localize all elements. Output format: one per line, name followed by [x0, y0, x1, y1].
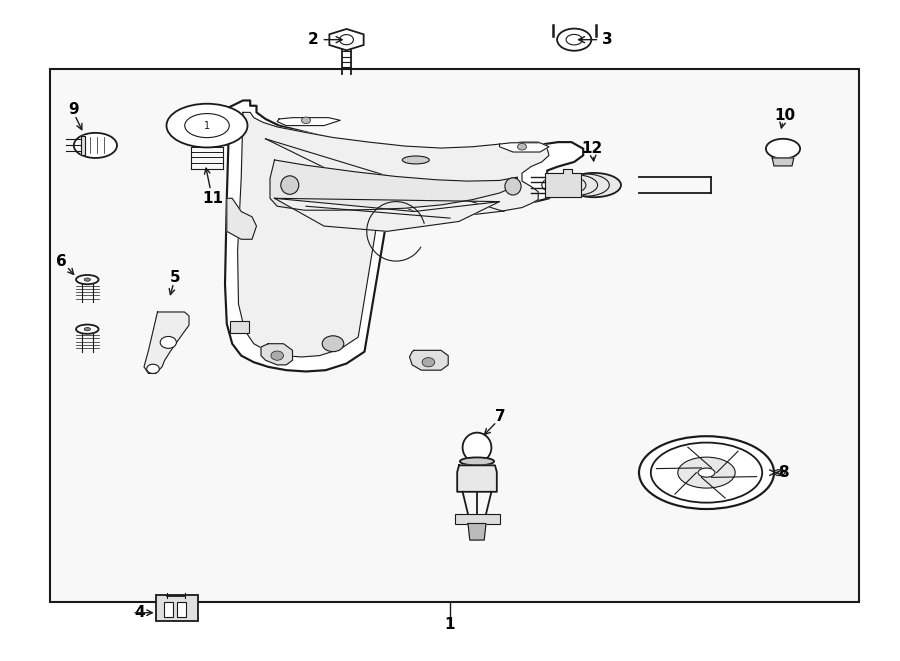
- Text: 2: 2: [308, 32, 342, 47]
- Ellipse shape: [166, 104, 248, 147]
- Polygon shape: [500, 143, 549, 152]
- FancyBboxPatch shape: [164, 602, 173, 617]
- Polygon shape: [277, 118, 340, 126]
- Bar: [50, 69, 859, 602]
- Polygon shape: [227, 198, 256, 239]
- Text: 5: 5: [170, 270, 181, 285]
- Polygon shape: [772, 158, 794, 166]
- Ellipse shape: [460, 457, 494, 465]
- Ellipse shape: [557, 28, 591, 51]
- Ellipse shape: [678, 457, 735, 488]
- Circle shape: [322, 336, 344, 352]
- Ellipse shape: [76, 275, 99, 284]
- Ellipse shape: [567, 173, 621, 197]
- Polygon shape: [261, 344, 292, 365]
- Ellipse shape: [639, 436, 774, 509]
- Polygon shape: [81, 136, 85, 155]
- Circle shape: [271, 351, 284, 360]
- Circle shape: [147, 364, 159, 373]
- Text: 12: 12: [581, 141, 603, 156]
- Polygon shape: [457, 465, 497, 492]
- Ellipse shape: [463, 432, 491, 463]
- Ellipse shape: [281, 176, 299, 194]
- Polygon shape: [238, 112, 549, 357]
- Text: 11: 11: [202, 191, 223, 206]
- Text: 7: 7: [495, 409, 506, 424]
- Text: 9: 9: [68, 102, 79, 116]
- Ellipse shape: [402, 156, 429, 164]
- Circle shape: [302, 117, 310, 124]
- FancyBboxPatch shape: [177, 602, 186, 617]
- Polygon shape: [274, 198, 500, 231]
- Ellipse shape: [74, 133, 117, 158]
- Ellipse shape: [76, 325, 99, 334]
- Polygon shape: [144, 312, 189, 373]
- Polygon shape: [225, 100, 583, 371]
- Ellipse shape: [84, 278, 90, 282]
- FancyBboxPatch shape: [156, 595, 198, 621]
- Text: 1: 1: [445, 617, 455, 632]
- Circle shape: [518, 143, 526, 150]
- Text: 8: 8: [778, 465, 788, 480]
- Ellipse shape: [505, 178, 521, 195]
- Text: 10: 10: [774, 108, 796, 123]
- Ellipse shape: [766, 139, 800, 159]
- Polygon shape: [544, 169, 580, 197]
- Ellipse shape: [84, 327, 90, 330]
- Text: 1: 1: [204, 120, 210, 131]
- Circle shape: [422, 358, 435, 367]
- Circle shape: [160, 336, 176, 348]
- Polygon shape: [270, 160, 518, 210]
- Text: 6: 6: [56, 254, 67, 268]
- Ellipse shape: [774, 469, 785, 476]
- Text: 3: 3: [579, 32, 613, 47]
- Polygon shape: [410, 350, 448, 370]
- Polygon shape: [329, 29, 364, 50]
- Ellipse shape: [698, 468, 715, 477]
- Polygon shape: [468, 524, 486, 540]
- FancyBboxPatch shape: [454, 514, 500, 524]
- Text: 4: 4: [134, 605, 145, 620]
- FancyBboxPatch shape: [230, 321, 249, 333]
